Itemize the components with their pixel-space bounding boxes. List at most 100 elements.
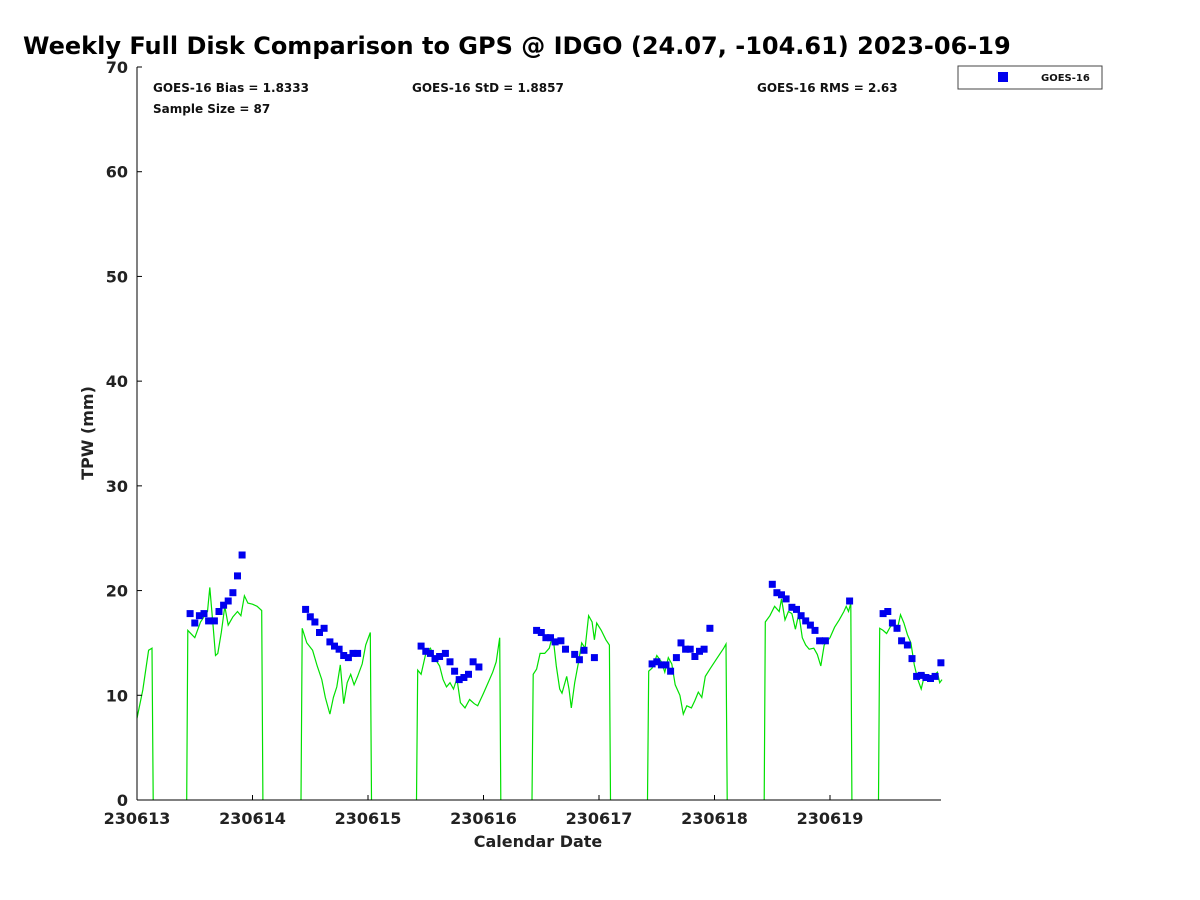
goes-16-point <box>580 646 588 654</box>
goes-16-point <box>186 610 194 618</box>
x-tick-label: 230616 <box>450 809 517 828</box>
goes-16-point <box>806 621 814 629</box>
y-tick-label: 0 <box>117 791 128 810</box>
goes-16-point <box>446 658 454 666</box>
goes-16-point <box>224 597 232 605</box>
y-tick-label: 50 <box>106 267 128 286</box>
goes-16-point <box>542 634 550 642</box>
goes-16-point <box>460 674 468 681</box>
goes-16-point <box>648 660 656 668</box>
goes-16-point <box>937 659 945 667</box>
x-tick-label: 230613 <box>104 809 171 828</box>
goes-16-point <box>431 655 439 663</box>
gps-line-segment <box>136 647 154 801</box>
goes-16-point <box>475 663 483 671</box>
goes-16-point <box>354 649 362 657</box>
gps-line-segment <box>300 628 373 801</box>
goes-16-point <box>469 658 477 666</box>
goes-16-point <box>571 650 579 658</box>
gps-line-segment <box>763 598 853 801</box>
goes-16-point <box>686 645 694 653</box>
goes-16-point <box>653 658 661 666</box>
y-tick-label: 20 <box>106 582 128 601</box>
goes-16-point <box>797 612 805 620</box>
goes-16-point <box>768 580 776 588</box>
goes-16-point <box>205 617 213 625</box>
goes-16-point <box>778 591 785 599</box>
goes-16-point <box>575 656 583 664</box>
goes-16-point <box>200 610 208 618</box>
goes-16-point <box>234 572 241 580</box>
goes-16-point <box>451 667 459 675</box>
std-stat: GOES-16 StD = 1.8857 <box>412 81 564 95</box>
x-axis-ticks: 230613 230614 230615 230616 230617 230618 2306… <box>104 795 863 828</box>
goes-16-point <box>426 649 434 657</box>
goes-16-point <box>788 603 796 611</box>
goes-16-point <box>811 626 819 634</box>
goes-16-point <box>682 645 690 653</box>
goes-16-point <box>436 653 444 660</box>
x-axis-label: Calendar Date <box>474 832 603 851</box>
goes-16-point <box>215 608 223 615</box>
goes-16-point <box>316 629 323 636</box>
goes-16-point <box>533 626 541 634</box>
goes-16-point <box>931 672 939 680</box>
goes-16-point <box>700 645 708 653</box>
goes-16-point <box>331 642 338 650</box>
goes-16-point <box>773 589 781 597</box>
goes-16-point <box>884 608 892 615</box>
goes-16-point <box>706 624 714 632</box>
y-tick-label: 70 <box>106 58 128 77</box>
gps-line-segment <box>186 587 264 801</box>
goes-16-point <box>696 647 703 655</box>
goes-16-point <box>326 638 334 646</box>
goes-16-point <box>349 649 357 657</box>
goes-16-point <box>903 641 911 649</box>
goes-16-point <box>340 652 348 659</box>
plot-background <box>137 67 941 800</box>
x-tick-label: 230618 <box>681 809 748 828</box>
sample-size-stat: Sample Size = 87 <box>153 102 270 116</box>
goes-16-point <box>306 613 314 621</box>
legend-label-goes-16: GOES-16 <box>1041 73 1090 84</box>
chart-title: Weekly Full Disk Comparison to GPS @ IDG… <box>23 32 1011 60</box>
y-axis-ticks: 0 10 20 30 40 50 60 70 <box>106 58 142 810</box>
goes-16-point <box>888 619 896 627</box>
goes-16-point <box>657 661 665 669</box>
goes-16-point <box>846 597 854 605</box>
gps-line-segment <box>531 613 612 801</box>
y-tick-label: 30 <box>106 477 128 496</box>
goes-16-point <box>802 617 810 625</box>
goes-16-point <box>672 654 680 662</box>
goes-16-point <box>879 610 887 618</box>
x-tick-label: 230614 <box>219 809 286 828</box>
legend-box <box>957 65 1103 90</box>
goes-16-point <box>229 589 237 597</box>
legend-marker-goes-16 <box>998 72 1008 82</box>
goes-16-point <box>210 617 218 625</box>
goes-16-point <box>344 654 352 662</box>
legend: GOES-16 <box>957 65 1103 90</box>
plot-area <box>136 67 945 801</box>
x-tick-label: 230617 <box>566 809 633 828</box>
bias-stat: GOES-16 Bias = 1.8333 <box>153 81 309 95</box>
goes-16-point <box>913 672 921 680</box>
rms-stat: GOES-16 RMS = 2.63 <box>757 81 898 95</box>
x-tick-label: 230615 <box>335 809 402 828</box>
goes-16-point <box>557 637 565 645</box>
goes-16-point <box>893 624 901 632</box>
y-tick-label: 60 <box>106 163 128 182</box>
goes-16-point <box>311 618 319 626</box>
goes-16-point <box>547 634 554 642</box>
goes-16-point <box>816 637 824 645</box>
goes-16-point <box>898 637 906 645</box>
goes-16-point <box>927 675 934 682</box>
goes-16-point <box>302 605 310 613</box>
y-tick-label: 40 <box>106 372 128 391</box>
goes-16-point <box>917 671 925 679</box>
goes-16-point <box>422 647 430 655</box>
goes-16-point <box>220 601 228 609</box>
goes-16-point <box>191 619 199 627</box>
goes-16-point <box>335 645 343 653</box>
